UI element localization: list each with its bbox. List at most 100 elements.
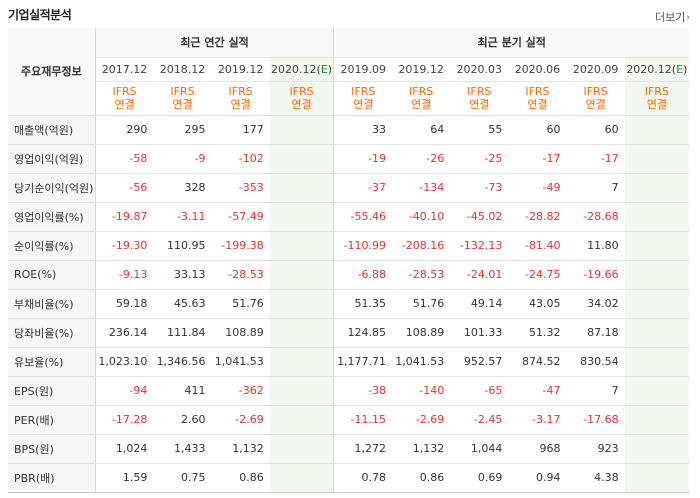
row-label: PER(배) <box>8 405 96 435</box>
ifrs-standard: IFRS <box>351 85 376 98</box>
period-header: 2019.12 <box>392 57 451 82</box>
table-cell <box>624 260 689 290</box>
table-cell: -9.13 <box>95 260 154 290</box>
table-cell: -24.01 <box>450 260 509 290</box>
table-cell: 1,041.53 <box>392 347 451 377</box>
ifrs-label: IFRS 연결 <box>450 81 509 116</box>
financial-table: 주요재무정보 최근 연간 실적 최근 분기 실적 2017.12 2018.12 2… <box>8 28 689 493</box>
ifrs-standard: IFRS <box>170 85 195 98</box>
table-cell: 124.85 <box>333 318 393 348</box>
table-cell: 1,023.10 <box>95 347 154 377</box>
ifrs-consolidated: 연결 <box>527 98 548 111</box>
table-cell: -28.68 <box>566 201 625 232</box>
table-cell <box>624 375 689 406</box>
table-cell <box>269 231 334 261</box>
table-cell: 49.14 <box>450 288 509 319</box>
ifrs-standard: IFRS <box>467 85 492 98</box>
table-cell: 108.89 <box>211 318 270 348</box>
section-title: 기업실적분석 <box>8 8 72 22</box>
row-label: PBR(배) <box>8 463 96 493</box>
table-cell <box>269 114 334 145</box>
table-cell: -134 <box>392 173 451 203</box>
table-cell: 290 <box>95 114 154 145</box>
table-cell: -19 <box>333 144 393 174</box>
ifrs-label: IFRS 연결 <box>95 81 154 116</box>
table-cell: 51.35 <box>333 288 393 319</box>
table-cell: 1,177.71 <box>333 347 393 377</box>
ifrs-label: IFRS 연결 <box>508 81 567 116</box>
row-label: BPS(원) <box>8 434 96 464</box>
table-cell <box>624 318 689 348</box>
table-cell: -3.11 <box>153 201 212 232</box>
table-cell: 33 <box>333 114 393 145</box>
table-row: EPS(원) -94 411 -362 -38 -140 -65 -47 7 <box>8 375 689 406</box>
table-cell <box>269 405 334 435</box>
table-cell: -17.68 <box>566 405 625 435</box>
table-cell: 328 <box>153 173 212 203</box>
table-row: 당기순이익(억원) -56 328 -353 -37 -134 -73 -49 7 <box>8 173 689 203</box>
more-link[interactable]: 더보기› <box>655 9 690 25</box>
table-cell: 1,346.56 <box>153 347 212 377</box>
table-cell: -362 <box>211 375 270 406</box>
table-cell: -73 <box>450 173 509 203</box>
ifrs-consolidated: 연결 <box>291 98 312 111</box>
table-cell: 45.63 <box>153 288 212 319</box>
ifrs-label: IFRS 연결 <box>269 81 334 116</box>
ifrs-label: IFRS 연결 <box>624 81 689 116</box>
table-cell: -28.53 <box>392 260 451 290</box>
table-cell: 968 <box>508 434 567 464</box>
ifrs-standard: IFRS <box>644 85 669 98</box>
table-cell: 1,041.53 <box>211 347 270 377</box>
estimate-mark: E <box>676 62 684 76</box>
row-label: 순이익률(%) <box>8 231 96 261</box>
ifrs-consolidated: 연결 <box>469 98 490 111</box>
table-cell: -2.45 <box>450 405 509 435</box>
table-cell: 7 <box>566 173 625 203</box>
table-cell <box>269 260 334 290</box>
table-row: 순이익률(%) -19.30 110.95 -199.38 -110.99 -208.16… <box>8 231 689 261</box>
table-cell <box>269 144 334 174</box>
table-cell <box>624 173 689 203</box>
table-row: 영업이익(억원) -58 -9 -102 -19 -26 -25 -17 -17 <box>8 144 689 174</box>
table-cell: -17 <box>566 144 625 174</box>
table-cell: -2.69 <box>211 405 270 435</box>
table-cell: 33.13 <box>153 260 212 290</box>
table-cell: 101.33 <box>450 318 509 348</box>
table-cell <box>624 144 689 174</box>
table-cell: -140 <box>392 375 451 406</box>
table-cell: 0.69 <box>450 463 509 493</box>
row-label: 당기순이익(억원) <box>8 173 96 203</box>
table-cell: 411 <box>153 375 212 406</box>
ifrs-standard: IFRS <box>583 85 608 98</box>
table-cell: 0.78 <box>333 463 393 493</box>
table-cell: 0.75 <box>153 463 212 493</box>
table-cell: -45.02 <box>450 201 509 232</box>
table-cell: 60 <box>566 114 625 145</box>
row-label: 영업이익률(%) <box>8 201 96 232</box>
table-cell <box>269 434 334 464</box>
table-cell: -3.17 <box>508 405 567 435</box>
table-cell: -17.28 <box>95 405 154 435</box>
table-cell: 923 <box>566 434 625 464</box>
table-cell: -38 <box>333 375 393 406</box>
table-cell: 0.94 <box>508 463 567 493</box>
table-cell: 87.18 <box>566 318 625 348</box>
period-header: 2019.12 <box>211 57 270 82</box>
table-cell: 830.54 <box>566 347 625 377</box>
table-cell <box>624 114 689 145</box>
table-row: 매출액(억원) 290 295 177 33 64 55 60 60 <box>8 114 689 145</box>
annual-group-header: 최근 연간 실적 <box>95 28 334 58</box>
ifrs-consolidated: 연결 <box>585 98 606 111</box>
table-cell: -40.10 <box>392 201 451 232</box>
table-cell <box>269 318 334 348</box>
table-cell <box>624 347 689 377</box>
table-row: 유보율(%) 1,023.10 1,346.56 1,041.53 1,177.71 1,… <box>8 347 689 377</box>
ifrs-label: IFRS 연결 <box>333 81 393 116</box>
table-cell: 1,272 <box>333 434 393 464</box>
period-header: 2017.12 <box>95 57 154 82</box>
table-cell <box>269 463 334 493</box>
table-cell: 4.38 <box>566 463 625 493</box>
period-header: 2020.09 <box>566 57 625 82</box>
row-label: 부채비율(%) <box>8 288 96 319</box>
table-row: BPS(원) 1,024 1,433 1,132 1,272 1,132 1,044 968 9… <box>8 434 689 464</box>
